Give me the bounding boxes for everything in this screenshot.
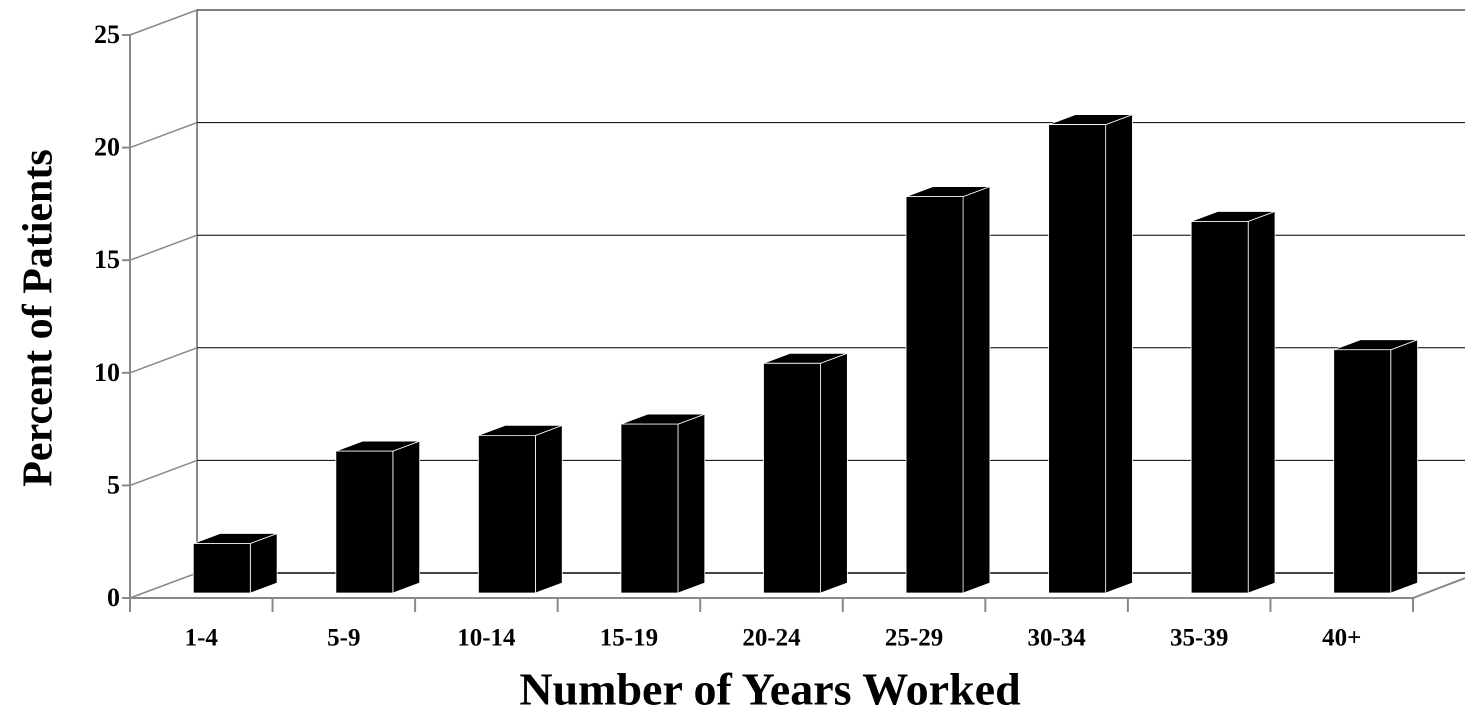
floor-right [1412, 577, 1465, 599]
x-tick-label: 40+ [1322, 625, 1361, 652]
y-tick-label: 0 [107, 583, 120, 612]
grid-line [129, 347, 198, 374]
x-tick-label: 1-4 [185, 625, 219, 652]
bar-side [392, 440, 421, 594]
y-tick-label: 15 [94, 245, 120, 274]
y-axis-title: Percent of Patients [16, 149, 62, 486]
bar [620, 423, 679, 594]
x-tick-label: 5-9 [327, 625, 360, 652]
bar [1333, 349, 1392, 594]
y-tick-label: 20 [94, 133, 120, 162]
x-tick-label: 15-19 [600, 625, 658, 652]
bar [905, 196, 964, 594]
bar-side [249, 533, 278, 594]
x-axis-title: Number of Years Worked [519, 664, 1021, 715]
grid-line [129, 121, 198, 149]
y-tick-label: 10 [94, 358, 120, 387]
grid-line [129, 572, 198, 599]
bar-side [535, 424, 563, 594]
x-tick-label: 20-24 [742, 625, 801, 652]
bar [1190, 221, 1249, 594]
grid-line [129, 459, 198, 487]
bar [192, 543, 251, 594]
bar-side [1390, 339, 1418, 594]
bar-side [962, 186, 991, 594]
x-tick-label: 10-14 [457, 625, 516, 652]
grid-line [129, 9, 198, 36]
bar [478, 434, 536, 594]
grid-line [129, 234, 198, 261]
bar-side [1247, 211, 1276, 594]
bar-side [1105, 114, 1133, 594]
bar-side [677, 413, 706, 594]
x-tick-label: 35-39 [1170, 625, 1228, 652]
x-tick-label: 25-29 [885, 625, 943, 652]
bar [763, 362, 821, 594]
bar-side [820, 352, 848, 594]
y-tick-label: 5 [107, 470, 120, 499]
x-tick-label: 30-34 [1027, 625, 1086, 652]
y-tick-label: 25 [94, 20, 120, 49]
bar [1048, 124, 1107, 594]
bar [335, 450, 394, 594]
